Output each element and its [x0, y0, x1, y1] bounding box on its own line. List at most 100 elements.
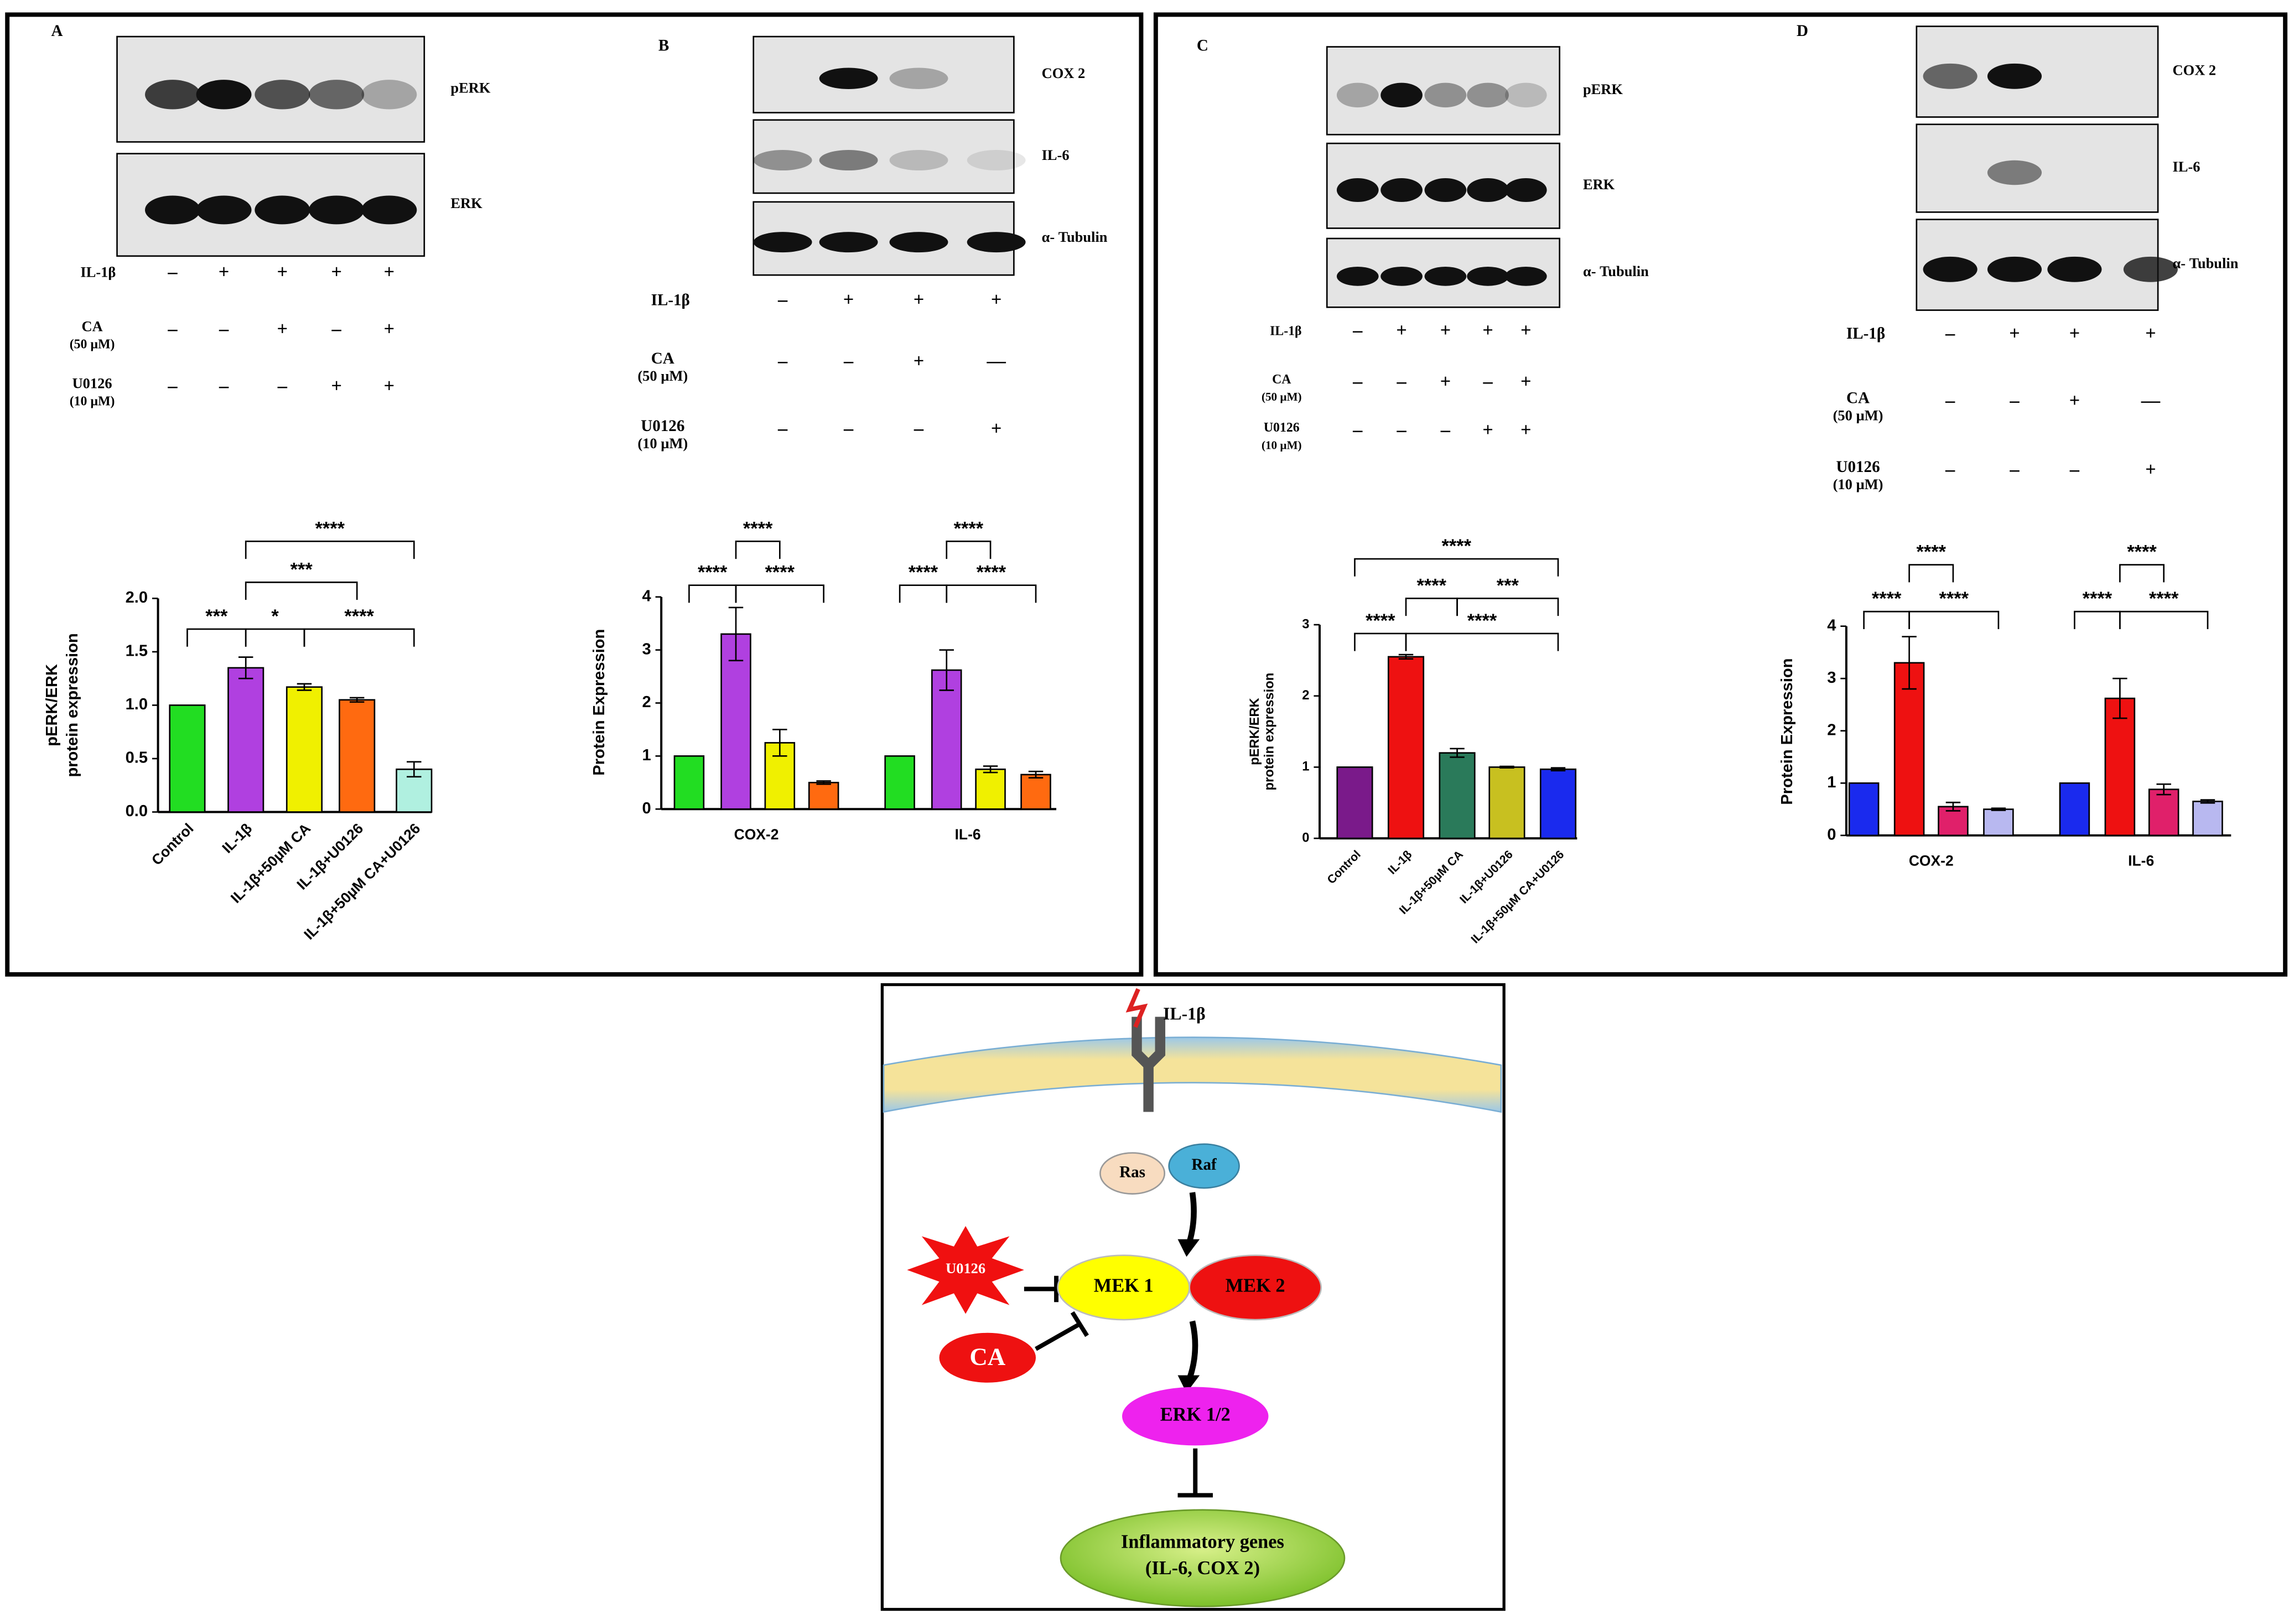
erk-node — [1122, 1387, 1269, 1446]
significance-label: **** — [698, 562, 728, 583]
significance-bracket — [1405, 598, 1458, 616]
x-tick-label: COX-2 — [1909, 852, 1954, 869]
bar — [2059, 782, 2090, 837]
panel-letter: D — [1797, 22, 1808, 40]
bar — [1439, 752, 1476, 839]
blot-label: pERK — [1583, 81, 1623, 97]
treatment-label: U0126 — [641, 417, 684, 435]
ras-node — [1099, 1152, 1166, 1195]
blot-band — [1467, 266, 1509, 286]
bar — [1336, 766, 1373, 839]
blot-band — [967, 150, 1026, 171]
error-bar — [297, 683, 312, 691]
y-tick-label: 2 — [642, 693, 651, 711]
error-bar — [1550, 767, 1566, 772]
blot-band — [1380, 178, 1423, 202]
blot-band — [1504, 266, 1547, 286]
significance-bracket — [1908, 564, 1954, 583]
treatment-sign: + — [384, 376, 395, 397]
treatment-sign: – — [1482, 371, 1493, 392]
treatment-sign: + — [1520, 320, 1532, 341]
treatment-label: CA — [81, 318, 102, 334]
treatment-sign: – — [843, 351, 854, 372]
bar — [1983, 808, 2014, 837]
treatment-label: CA — [1272, 372, 1291, 387]
error-bar — [349, 697, 365, 703]
y-tick-label: 0.5 — [126, 749, 148, 767]
error-bar — [1945, 801, 1961, 812]
node-label: MEK 1 — [1094, 1275, 1154, 1296]
significance-label: *** — [1497, 575, 1519, 596]
treatment-sign: – — [777, 289, 788, 310]
treatment-label: (50 µM) — [1833, 407, 1883, 424]
treatment-sign: + — [277, 318, 288, 339]
treatment-sign: – — [1352, 320, 1363, 341]
significance-label: **** — [743, 518, 773, 539]
significance-label: **** — [2127, 542, 2157, 563]
treatment-label: CA — [1846, 390, 1870, 407]
error-bar — [2113, 677, 2127, 719]
y-tick-label: 3 — [642, 640, 651, 658]
blot-band — [361, 195, 417, 225]
blot-label: COX 2 — [2173, 62, 2217, 79]
treatment-sign: + — [914, 289, 925, 310]
membrane — [883, 1036, 1502, 1113]
node-label: Inflammatory genes — [1121, 1531, 1284, 1552]
y-tick-label: 3 — [1302, 616, 1309, 631]
x-tick-label: IL-1β+50µM CA+U0126 — [300, 820, 423, 943]
blot-band — [196, 195, 252, 225]
blot-band — [889, 68, 948, 89]
bar — [339, 699, 376, 813]
pathway-diagram: IL-1β Ras Raf U0126 MEK 1 MEK 2 CA ERK 1… — [883, 988, 1502, 1607]
treatment-sign: + — [1520, 371, 1532, 392]
significance-label: **** — [765, 562, 795, 583]
y-axis-label: protein expression — [64, 633, 81, 777]
significance-label: **** — [1872, 588, 1902, 609]
treatment-sign: + — [219, 261, 230, 282]
blot-label: α- Tubulin — [1583, 263, 1649, 279]
blot — [752, 35, 1015, 113]
treatment-sign: + — [2069, 323, 2080, 344]
blot-band — [1504, 178, 1547, 202]
error-bar — [407, 761, 422, 778]
significance-bracket — [245, 628, 305, 647]
error-bar — [1398, 653, 1414, 660]
treatment-label: IL-1β — [80, 264, 116, 281]
y-tick-label: 1 — [642, 746, 651, 764]
panel-letter: C — [1197, 37, 1208, 54]
blot-band — [1380, 82, 1423, 108]
significance-bracket — [899, 584, 948, 603]
significance-label: **** — [1441, 536, 1471, 557]
y-tick-label: 1.0 — [126, 696, 148, 713]
bar — [808, 781, 839, 810]
treatment-label: IL-1β — [1846, 325, 1885, 343]
significance-label: **** — [1417, 575, 1447, 596]
treatment-sign: – — [1352, 371, 1363, 392]
treatment-sign: — — [2141, 390, 2161, 411]
bar — [169, 704, 206, 813]
error-bar — [238, 656, 253, 679]
treatment-label: (10 µM) — [1262, 438, 1302, 452]
blot-band — [1923, 256, 1978, 282]
bar — [975, 769, 1006, 810]
bar — [884, 755, 915, 810]
blot-band — [196, 80, 252, 110]
treatment-sign: – — [1945, 459, 1955, 480]
inhibit — [1177, 1448, 1213, 1498]
significance-label: **** — [1939, 588, 1969, 609]
blot-band — [1336, 82, 1379, 108]
significance-label: **** — [1366, 610, 1395, 631]
bar — [2104, 697, 2136, 837]
error-bar — [816, 780, 831, 785]
blot-label: pERK — [450, 79, 490, 96]
treatment-sign: – — [843, 418, 854, 439]
significance-bracket — [688, 584, 737, 603]
significance-bracket — [245, 541, 415, 559]
treatment-sign: + — [1440, 320, 1451, 341]
treatment-sign: + — [843, 289, 854, 310]
treatment-sign: – — [1352, 419, 1363, 440]
treatment-sign: – — [1945, 390, 1955, 411]
panel-frame — [5, 12, 1144, 977]
x-tick-label: IL-1β+50µM CA+U0126 — [1469, 848, 1567, 946]
treatment-label: (10 µM) — [1833, 476, 1883, 492]
